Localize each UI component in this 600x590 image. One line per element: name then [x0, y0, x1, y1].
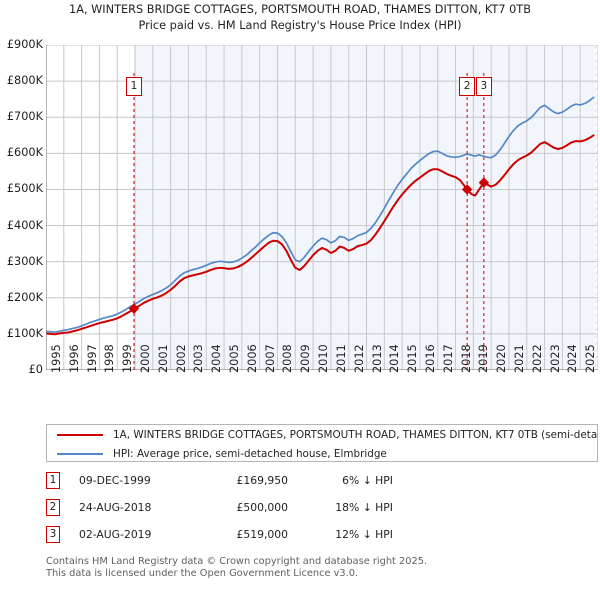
- y-tick-label: £600K: [6, 146, 43, 160]
- x-tick-label: 2017: [441, 344, 455, 373]
- transaction-hpi-delta: 18% ↓ HPI: [335, 501, 393, 514]
- transaction-date: 02-AUG-2019: [79, 528, 152, 541]
- table-row[interactable]: 1 09-DEC-1999 £169,950 6% ↓ HPI: [46, 470, 446, 497]
- chart-legend: 1A, WINTERS BRIDGE COTTAGES, PORTSMOUTH …: [46, 424, 598, 462]
- x-tick-label: 1998: [103, 344, 117, 373]
- x-tick-label: 2023: [548, 344, 562, 373]
- transaction-price: £500,000: [236, 501, 288, 514]
- x-tick-label: 2009: [299, 344, 313, 373]
- chart-marker-label: 2: [463, 80, 471, 93]
- sale-point-marker: [128, 303, 140, 314]
- x-tick-label: 2011: [334, 344, 348, 373]
- hpi-average-line: [46, 96, 595, 333]
- table-row[interactable]: 2 24-AUG-2018 £500,000 18% ↓ HPI: [46, 497, 446, 524]
- title-line-1: 1A, WINTERS BRIDGE COTTAGES, PORTSMOUTH …: [69, 3, 531, 16]
- legend-label: HPI: Average price, semi-detached house,…: [113, 447, 387, 460]
- x-tick-label: 1999: [121, 344, 135, 373]
- x-tick-label: 2001: [156, 344, 170, 373]
- y-tick-label: £100K: [6, 326, 43, 340]
- transaction-hpi-delta: 12% ↓ HPI: [335, 528, 393, 541]
- transaction-number-badge: 1: [46, 472, 60, 489]
- price-history-chart: [46, 45, 598, 370]
- transaction-price: £519,000: [236, 528, 288, 541]
- x-tick-label: 2016: [423, 344, 437, 373]
- chart-marker-3[interactable]: 3: [475, 77, 492, 96]
- legend-color-swatch: [57, 452, 103, 455]
- y-tick-label: £700K: [6, 110, 43, 124]
- x-tick-label: 2012: [352, 344, 366, 373]
- y-tick-label: £800K: [6, 74, 43, 88]
- x-tick-label: 1995: [50, 344, 63, 373]
- x-tick-label: 2006: [245, 344, 259, 373]
- footer-line-2: This data is licensed under the Open Gov…: [46, 567, 359, 579]
- legend-item-property: 1A, WINTERS BRIDGE COTTAGES, PORTSMOUTH …: [47, 425, 598, 444]
- y-tick-label: £400K: [6, 218, 43, 232]
- x-tick-label: 2005: [228, 344, 242, 373]
- table-row[interactable]: 3 02-AUG-2019 £519,000 12% ↓ HPI: [46, 524, 446, 551]
- chart-marker-label: 1: [130, 80, 138, 93]
- x-tick-label: 1996: [67, 344, 81, 373]
- chart-marker-1[interactable]: 1: [125, 77, 142, 96]
- transaction-price: £169,950: [236, 474, 288, 487]
- x-tick-label: 2000: [139, 344, 153, 373]
- transaction-date: 24-AUG-2018: [79, 501, 152, 514]
- plot-bg-pre-purchase: [46, 45, 134, 370]
- x-tick-label: 2004: [210, 344, 224, 373]
- page-title: 1A, WINTERS BRIDGE COTTAGES, PORTSMOUTH …: [0, 2, 600, 34]
- x-tick-label: 2024: [566, 344, 580, 373]
- transaction-number-badge: 3: [46, 526, 60, 543]
- title-line-2: Price paid vs. HM Land Registry's House …: [138, 19, 462, 32]
- transaction-number-badge: 2: [46, 499, 60, 516]
- x-tick-label: 2008: [281, 344, 295, 373]
- y-tick-label: £300K: [6, 254, 43, 268]
- x-tick-label: 2021: [512, 344, 526, 373]
- legend-item-hpi: HPI: Average price, semi-detached house,…: [47, 444, 387, 461]
- footer-attribution: Contains HM Land Registry data © Crown c…: [46, 556, 586, 579]
- x-axis-labels: 1995 1996 1997 1998 1999 2000 2001 2002 2003 2004…: [46, 344, 598, 416]
- y-axis-labels: £0 £100K £200K £300K £400K £500K £600K £700K £80…: [0, 39, 44, 375]
- x-tick-label: 2015: [406, 344, 420, 373]
- x-tick-label: 2018: [459, 344, 473, 373]
- x-tick-label: 2007: [263, 344, 277, 373]
- projection-band: [594, 45, 598, 370]
- legend-color-swatch: [57, 433, 103, 436]
- y-tick-label: £900K: [6, 38, 43, 51]
- plot-bg-post-purchase: [133, 45, 598, 370]
- chart-marker-2[interactable]: 2: [459, 77, 476, 96]
- x-tick-label: 2002: [174, 344, 188, 373]
- legend-label: 1A, WINTERS BRIDGE COTTAGES, PORTSMOUTH …: [113, 428, 598, 441]
- y-tick-label: £0: [28, 363, 43, 376]
- x-tick-label: 2022: [530, 344, 544, 373]
- chart-marker-label: 3: [480, 80, 488, 93]
- x-tick-label: 2013: [370, 344, 384, 373]
- x-tick-label: 2020: [495, 344, 509, 373]
- sale-point-marker: [461, 184, 473, 195]
- x-tick-label: 2014: [388, 344, 402, 373]
- x-tick-label: 2003: [192, 344, 206, 373]
- y-tick-label: £500K: [6, 182, 43, 196]
- sale-point-marker: [478, 177, 490, 188]
- y-tick-label: £200K: [6, 290, 43, 304]
- transaction-hpi-delta: 6% ↓ HPI: [342, 474, 393, 487]
- transaction-date: 09-DEC-1999: [79, 474, 151, 487]
- x-tick-label: 2025: [584, 344, 598, 373]
- chart-svg: [46, 45, 598, 370]
- footer-line-1: Contains HM Land Registry data © Crown c…: [46, 556, 428, 567]
- x-tick-label: 2019: [477, 344, 491, 373]
- x-tick-label: 2010: [317, 344, 331, 373]
- x-tick-label: 1997: [85, 344, 99, 373]
